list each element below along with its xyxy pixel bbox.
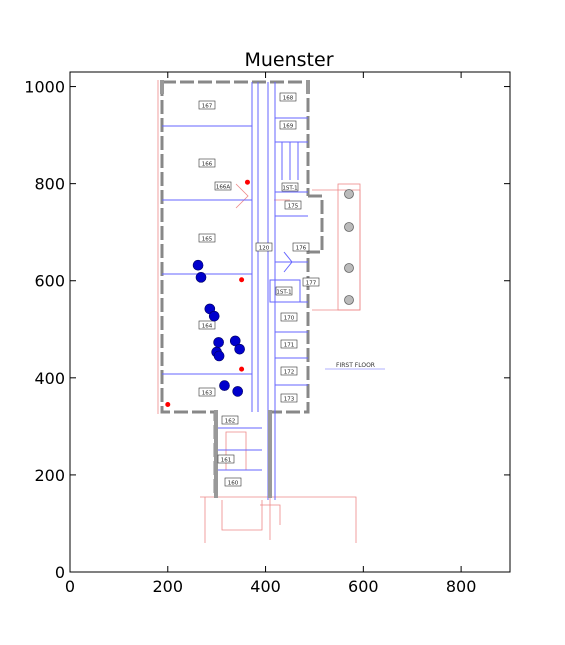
- room-label: 160: [224, 477, 242, 487]
- room-label: 166A: [214, 181, 232, 191]
- svg-text:173: 173: [284, 397, 295, 403]
- red-point: [239, 277, 245, 283]
- room-label: 168: [279, 92, 297, 102]
- plot-frame: [69, 71, 511, 573]
- blue-point: [208, 310, 220, 322]
- svg-text:160: 160: [228, 481, 239, 487]
- y-tick-label: 1000: [24, 78, 65, 97]
- data-points: [165, 179, 250, 408]
- blue-point: [213, 337, 224, 348]
- x-tick-label: 0: [65, 577, 75, 596]
- svg-text:167: 167: [202, 104, 213, 110]
- room-label: 171: [280, 339, 298, 349]
- red-point: [244, 179, 250, 185]
- svg-text:1ST-1: 1ST-1: [282, 186, 297, 192]
- floor-plan: 167 166 166A 165 164 163 162 161 160 168 169 1ST-1 1…: [157, 80, 385, 543]
- room-label: 161: [217, 454, 235, 464]
- svg-text:1ST-1: 1ST-1: [276, 290, 291, 296]
- y-tick-label: 400: [34, 369, 65, 388]
- svg-text:166: 166: [202, 162, 213, 168]
- plan-interior-lines: [162, 82, 308, 500]
- room-label: 172: [280, 366, 298, 376]
- blue-point: [195, 272, 207, 283]
- svg-text:176: 176: [296, 246, 307, 252]
- room-label: 120: [255, 242, 273, 252]
- room-label: 162: [221, 415, 239, 425]
- svg-text:171: 171: [284, 343, 295, 349]
- blue-point: [192, 259, 204, 271]
- svg-text:172: 172: [284, 370, 295, 376]
- room-label: 1ST-1: [281, 182, 299, 192]
- svg-text:168: 168: [283, 96, 294, 102]
- floor-label: FIRST FLOOR: [336, 362, 375, 369]
- room-label: 177: [302, 277, 320, 287]
- plan-columns: [344, 189, 354, 305]
- room-label: 1ST-1: [275, 286, 293, 296]
- blue-point: [232, 386, 243, 397]
- room-labels: 167 166 166A 165 164 163 162 161 160 168 169 1ST-1 1…: [198, 92, 320, 487]
- svg-text:120: 120: [259, 246, 270, 252]
- x-tick-label: 600: [348, 577, 379, 596]
- room-label: 165: [198, 233, 216, 243]
- svg-text:164: 164: [202, 324, 213, 330]
- room-label: 167: [198, 100, 216, 110]
- room-label: 164: [198, 320, 216, 330]
- y-tick-label: 600: [34, 272, 65, 291]
- blue-point: [234, 343, 245, 355]
- svg-text:175: 175: [288, 204, 299, 210]
- svg-text:169: 169: [283, 124, 294, 130]
- svg-text:163: 163: [202, 391, 213, 397]
- svg-text:170: 170: [284, 316, 295, 322]
- red-point: [165, 402, 171, 408]
- chart-title: Muenster: [244, 49, 333, 71]
- svg-text:166A: 166A: [216, 185, 230, 191]
- blue-point: [219, 380, 230, 391]
- y-tick-label: 0: [55, 563, 65, 582]
- room-label: 163: [198, 387, 216, 397]
- room-label: 166: [198, 158, 216, 168]
- room-label: 176: [292, 242, 310, 252]
- y-tick-label: 800: [34, 175, 65, 194]
- svg-text:165: 165: [202, 237, 213, 243]
- blue-point: [229, 335, 241, 347]
- axes: 0 200 400 600 800 0 200 400 600 800 1000: [24, 72, 510, 596]
- x-tick-label: 800: [446, 577, 477, 596]
- room-label: 170: [280, 312, 298, 322]
- blue-point: [213, 350, 225, 362]
- x-tick-label: 200: [153, 577, 184, 596]
- red-point: [239, 366, 245, 372]
- svg-text:177: 177: [306, 281, 317, 287]
- room-label: 173: [280, 393, 298, 403]
- plan-wall-blocks: [160, 80, 310, 498]
- svg-text:161: 161: [221, 458, 232, 464]
- room-label: 175: [284, 200, 302, 210]
- y-tick-label: 200: [34, 466, 65, 485]
- room-label: 169: [279, 120, 297, 130]
- svg-text:162: 162: [225, 419, 236, 425]
- x-tick-label: 400: [250, 577, 281, 596]
